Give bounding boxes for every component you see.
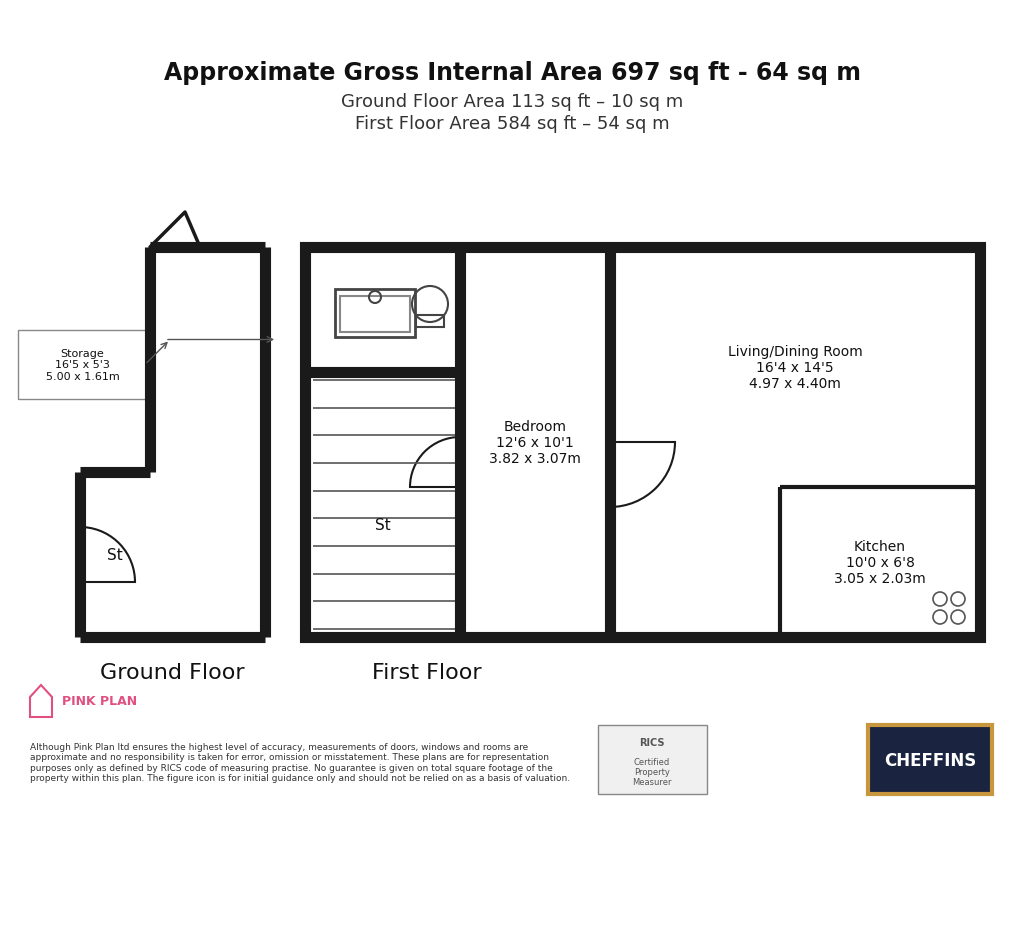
Text: First Floor: First Floor bbox=[372, 662, 482, 682]
Bar bbox=[335, 289, 415, 337]
Text: Certified: Certified bbox=[634, 757, 670, 767]
Text: CHEFFINS: CHEFFINS bbox=[884, 751, 976, 769]
Text: PINK PLAN: PINK PLAN bbox=[62, 694, 137, 707]
Text: Approximate Gross Internal Area 697 sq ft - 64 sq m: Approximate Gross Internal Area 697 sq f… bbox=[164, 61, 860, 85]
Text: Although Pink Plan ltd ensures the highest level of accuracy, measurements of do: Although Pink Plan ltd ensures the highe… bbox=[30, 743, 570, 782]
Text: Bedroom
12'6 x 10'1
3.82 x 3.07m: Bedroom 12'6 x 10'1 3.82 x 3.07m bbox=[489, 419, 581, 465]
Text: Measurer: Measurer bbox=[632, 778, 672, 787]
Bar bbox=[305, 248, 980, 638]
Text: Property: Property bbox=[634, 768, 670, 777]
FancyBboxPatch shape bbox=[18, 331, 147, 400]
FancyBboxPatch shape bbox=[868, 725, 992, 794]
Text: RICS: RICS bbox=[639, 737, 665, 747]
Text: First Floor Area 584 sq ft – 54 sq m: First Floor Area 584 sq ft – 54 sq m bbox=[354, 115, 670, 133]
Text: Living/Dining Room
16'4 x 14'5
4.97 x 4.40m: Living/Dining Room 16'4 x 14'5 4.97 x 4.… bbox=[728, 345, 862, 391]
Text: Kitchen
10'0 x 6'8
3.05 x 2.03m: Kitchen 10'0 x 6'8 3.05 x 2.03m bbox=[835, 540, 926, 586]
Text: Ground Floor Area 113 sq ft – 10 sq m: Ground Floor Area 113 sq ft – 10 sq m bbox=[341, 93, 683, 111]
Text: Ground Floor: Ground Floor bbox=[100, 662, 245, 682]
Text: St: St bbox=[108, 548, 123, 563]
FancyBboxPatch shape bbox=[598, 725, 707, 794]
Bar bbox=[340, 297, 410, 333]
Text: Storage
16'5 x 5'3
5.00 x 1.61m: Storage 16'5 x 5'3 5.00 x 1.61m bbox=[46, 349, 120, 382]
Bar bbox=[416, 316, 444, 327]
Text: St: St bbox=[375, 517, 390, 532]
